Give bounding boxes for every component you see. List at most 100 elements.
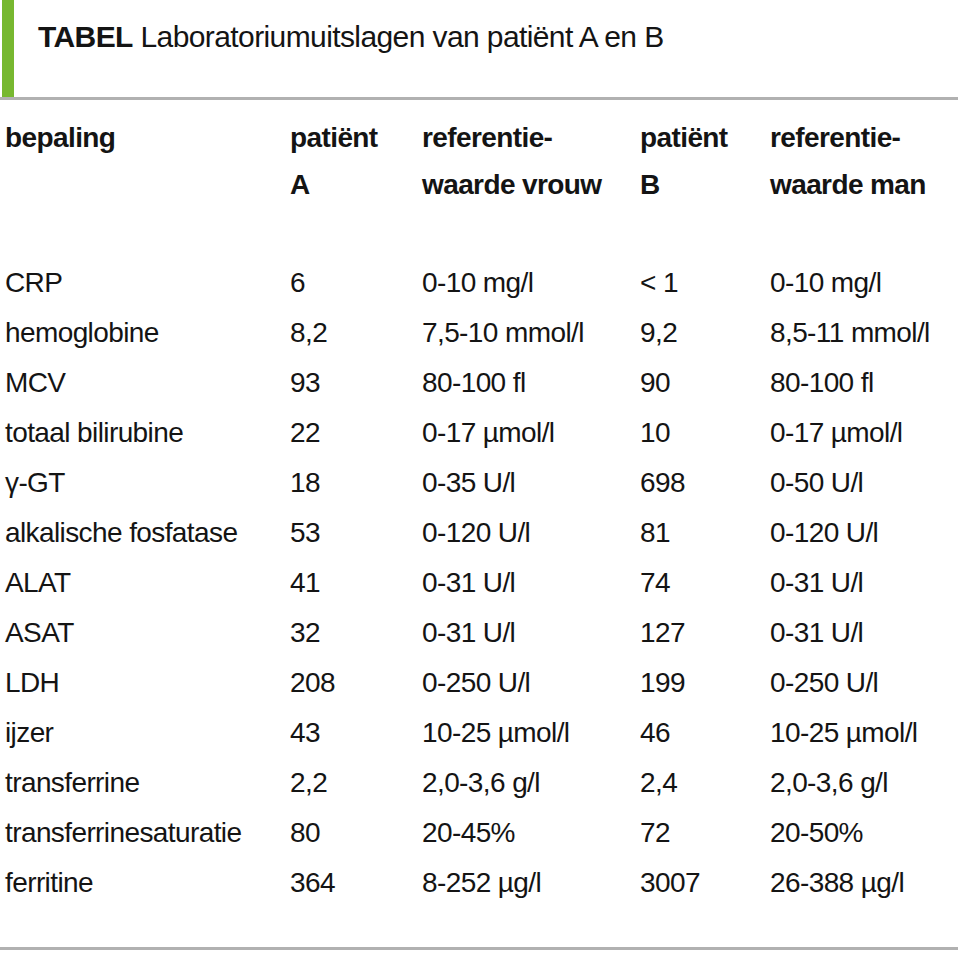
cell-bepaling: CRP <box>5 258 290 308</box>
cell-bepaling: γ-GT <box>5 458 290 508</box>
cell-bepaling: LDH <box>5 658 290 708</box>
cell-bepaling: ijzer <box>5 708 290 758</box>
table-row: MCV 93 80-100 fl 90 80-100 fl <box>5 358 958 408</box>
cell-referentie-man: 0-31 U/l <box>770 608 958 658</box>
bottom-rule <box>0 947 958 950</box>
accent-bar <box>2 0 14 97</box>
cell-patient-b-value: 9,2 <box>640 308 770 358</box>
table-row: ALAT 41 0-31 U/l 74 0-31 U/l <box>5 558 958 608</box>
cell-referentie-vrouw: 0-31 U/l <box>422 558 640 608</box>
cell-patient-b-value: 698 <box>640 458 770 508</box>
table-row: γ-GT 18 0-35 U/l 698 0-50 U/l <box>5 458 958 508</box>
cell-patient-a-value: 80 <box>290 808 422 858</box>
cell-referentie-man: 0-50 U/l <box>770 458 958 508</box>
cell-referentie-vrouw: 80-100 fl <box>422 358 640 408</box>
cell-referentie-vrouw: 8-252 µg/l <box>422 858 640 908</box>
lab-table: bepaling patiënt A referentie- waarde vr… <box>5 114 958 908</box>
header-line: waarde man <box>770 161 958 208</box>
header-line <box>5 161 290 208</box>
cell-referentie-man: 0-10 mg/l <box>770 258 958 308</box>
header-line: referentie- <box>770 114 958 161</box>
column-header-referentie-vrouw: referentie- waarde vrouw <box>422 114 640 208</box>
cell-referentie-vrouw: 0-17 µmol/l <box>422 408 640 458</box>
table-row: alkalische fosfatase 53 0-120 U/l 81 0-1… <box>5 508 958 558</box>
cell-patient-a-value: 32 <box>290 608 422 658</box>
cell-referentie-vrouw: 0-10 mg/l <box>422 258 640 308</box>
cell-patient-a-value: 364 <box>290 858 422 908</box>
cell-referentie-vrouw: 20-45% <box>422 808 640 858</box>
cell-referentie-vrouw: 7,5-10 mmol/l <box>422 308 640 358</box>
cell-patient-b-value: 90 <box>640 358 770 408</box>
table-row: hemoglobine 8,2 7,5-10 mmol/l 9,2 8,5-11… <box>5 308 958 358</box>
header-line: patiënt <box>640 114 770 161</box>
cell-patient-a-value: 53 <box>290 508 422 558</box>
table-row: transferrine 2,2 2,0-3,6 g/l 2,4 2,0-3,6… <box>5 758 958 808</box>
title-text: Laboratoriumuitslagen van patiënt A en B <box>141 20 664 53</box>
cell-patient-b-value: 72 <box>640 808 770 858</box>
cell-referentie-vrouw: 2,0-3,6 g/l <box>422 758 640 808</box>
cell-patient-b-value: 2,4 <box>640 758 770 808</box>
table-row: ijzer 43 10-25 µmol/l 46 10-25 µmol/l <box>5 708 958 758</box>
cell-bepaling: hemoglobine <box>5 308 290 358</box>
header-line: A <box>290 161 422 208</box>
table-row: LDH 208 0-250 U/l 199 0-250 U/l <box>5 658 958 708</box>
cell-bepaling: ASAT <box>5 608 290 658</box>
cell-bepaling: totaal bilirubine <box>5 408 290 458</box>
page-title: TABEL Laboratoriumuitslagen van patiënt … <box>38 20 664 54</box>
cell-bepaling: MCV <box>5 358 290 408</box>
header-line: B <box>640 161 770 208</box>
cell-referentie-man: 26-388 µg/l <box>770 858 958 908</box>
table-row: ASAT 32 0-31 U/l 127 0-31 U/l <box>5 608 958 658</box>
cell-patient-a-value: 41 <box>290 558 422 608</box>
cell-patient-a-value: 6 <box>290 258 422 308</box>
cell-patient-a-value: 208 <box>290 658 422 708</box>
cell-referentie-man: 8,5-11 mmol/l <box>770 308 958 358</box>
cell-referentie-vrouw: 10-25 µmol/l <box>422 708 640 758</box>
cell-referentie-vrouw: 0-31 U/l <box>422 608 640 658</box>
cell-referentie-vrouw: 0-35 U/l <box>422 458 640 508</box>
cell-bepaling: alkalische fosfatase <box>5 508 290 558</box>
cell-referentie-man: 0-17 µmol/l <box>770 408 958 458</box>
cell-patient-a-value: 18 <box>290 458 422 508</box>
table-row: ferritine 364 8-252 µg/l 3007 26-388 µg/… <box>5 858 958 908</box>
header-line: bepaling <box>5 114 290 161</box>
table-row: totaal bilirubine 22 0-17 µmol/l 10 0-17… <box>5 408 958 458</box>
page: TABEL Laboratoriumuitslagen van patiënt … <box>0 0 958 964</box>
cell-patient-b-value: 127 <box>640 608 770 658</box>
cell-referentie-vrouw: 0-250 U/l <box>422 658 640 708</box>
cell-referentie-vrouw: 0-120 U/l <box>422 508 640 558</box>
column-header-patient-b: patiënt B <box>640 114 770 208</box>
cell-patient-b-value: 199 <box>640 658 770 708</box>
cell-patient-a-value: 43 <box>290 708 422 758</box>
cell-patient-a-value: 22 <box>290 408 422 458</box>
cell-referentie-man: 0-250 U/l <box>770 658 958 708</box>
table-body: CRP 6 0-10 mg/l < 1 0-10 mg/l hemoglobin… <box>5 258 958 908</box>
cell-bepaling: ferritine <box>5 858 290 908</box>
cell-patient-b-value: 81 <box>640 508 770 558</box>
column-header-referentie-man: referentie- waarde man <box>770 114 958 208</box>
cell-patient-b-value: 3007 <box>640 858 770 908</box>
cell-patient-a-value: 8,2 <box>290 308 422 358</box>
table-header-row: bepaling patiënt A referentie- waarde vr… <box>5 114 958 208</box>
cell-patient-b-value: < 1 <box>640 258 770 308</box>
header-line: waarde vrouw <box>422 161 640 208</box>
header-line: patiënt <box>290 114 422 161</box>
cell-referentie-man: 0-120 U/l <box>770 508 958 558</box>
cell-bepaling: transferrinesaturatie <box>5 808 290 858</box>
top-rule <box>0 97 958 100</box>
cell-patient-b-value: 46 <box>640 708 770 758</box>
cell-patient-a-value: 93 <box>290 358 422 408</box>
table-row: transferrinesaturatie 80 20-45% 72 20-50… <box>5 808 958 858</box>
column-header-bepaling: bepaling <box>5 114 290 208</box>
title-tag: TABEL <box>38 20 133 53</box>
cell-patient-b-value: 10 <box>640 408 770 458</box>
cell-patient-b-value: 74 <box>640 558 770 608</box>
cell-referentie-man: 2,0-3,6 g/l <box>770 758 958 808</box>
cell-bepaling: transferrine <box>5 758 290 808</box>
cell-referentie-man: 0-31 U/l <box>770 558 958 608</box>
cell-referentie-man: 20-50% <box>770 808 958 858</box>
column-header-patient-a: patiënt A <box>290 114 422 208</box>
table-row: CRP 6 0-10 mg/l < 1 0-10 mg/l <box>5 258 958 308</box>
cell-bepaling: ALAT <box>5 558 290 608</box>
cell-referentie-man: 80-100 fl <box>770 358 958 408</box>
